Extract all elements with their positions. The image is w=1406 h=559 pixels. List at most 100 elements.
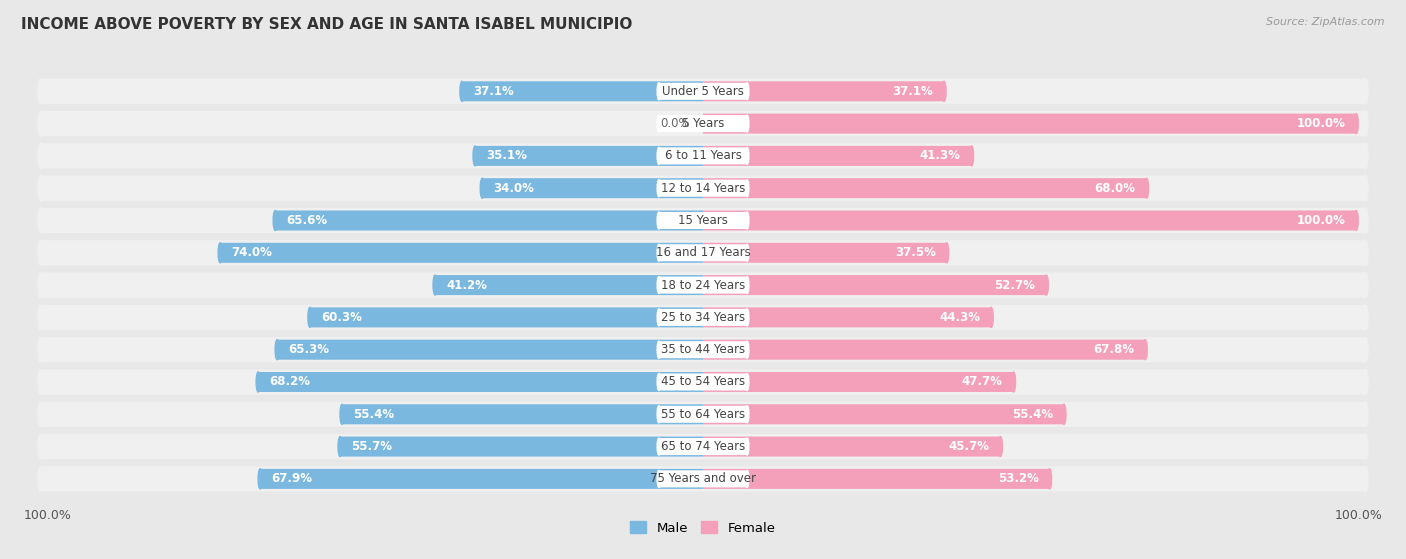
FancyBboxPatch shape (276, 211, 703, 230)
FancyBboxPatch shape (41, 79, 1365, 104)
Text: 44.3%: 44.3% (939, 311, 980, 324)
Text: 55 to 64 Years: 55 to 64 Years (661, 408, 745, 421)
Circle shape (657, 179, 661, 197)
Legend: Male, Female: Male, Female (626, 516, 780, 540)
FancyBboxPatch shape (703, 307, 991, 328)
Text: 65.6%: 65.6% (287, 214, 328, 227)
Circle shape (745, 277, 749, 293)
Circle shape (273, 211, 277, 230)
Text: 75 Years and over: 75 Years and over (650, 472, 756, 485)
Circle shape (998, 437, 1002, 457)
Circle shape (657, 115, 661, 132)
Circle shape (657, 148, 661, 164)
FancyBboxPatch shape (221, 243, 703, 263)
FancyBboxPatch shape (659, 179, 747, 197)
Circle shape (657, 341, 661, 358)
Circle shape (970, 146, 973, 166)
Circle shape (38, 143, 44, 168)
Circle shape (38, 434, 44, 459)
FancyBboxPatch shape (703, 81, 943, 101)
Text: 67.8%: 67.8% (1092, 343, 1135, 356)
FancyBboxPatch shape (703, 437, 1001, 457)
Text: INCOME ABOVE POVERTY BY SEX AND AGE IN SANTA ISABEL MUNICIPIO: INCOME ABOVE POVERTY BY SEX AND AGE IN S… (21, 17, 633, 32)
Circle shape (1362, 111, 1368, 136)
FancyBboxPatch shape (482, 178, 703, 198)
Circle shape (745, 212, 749, 229)
Text: 52.7%: 52.7% (994, 278, 1035, 292)
Circle shape (481, 178, 484, 198)
Text: 65.3%: 65.3% (288, 343, 329, 356)
Circle shape (657, 309, 661, 326)
Circle shape (1045, 275, 1049, 295)
FancyBboxPatch shape (463, 81, 703, 101)
FancyBboxPatch shape (659, 277, 747, 293)
Text: 34.0%: 34.0% (494, 182, 534, 195)
Circle shape (657, 83, 661, 100)
Circle shape (1362, 143, 1368, 168)
FancyBboxPatch shape (277, 340, 703, 359)
Circle shape (657, 470, 661, 487)
Circle shape (1354, 113, 1358, 134)
Circle shape (38, 208, 44, 233)
Circle shape (1362, 79, 1368, 104)
FancyBboxPatch shape (259, 372, 703, 392)
Text: 67.9%: 67.9% (271, 472, 312, 485)
FancyBboxPatch shape (659, 244, 747, 261)
Circle shape (256, 372, 260, 392)
Text: 0.0%: 0.0% (661, 117, 690, 130)
FancyBboxPatch shape (703, 372, 1014, 392)
Circle shape (218, 243, 222, 263)
Text: 45.7%: 45.7% (948, 440, 990, 453)
Circle shape (1362, 176, 1368, 201)
Circle shape (657, 373, 661, 391)
Text: 68.0%: 68.0% (1094, 182, 1136, 195)
Text: 53.2%: 53.2% (998, 472, 1039, 485)
FancyBboxPatch shape (309, 307, 703, 328)
Text: 37.1%: 37.1% (893, 85, 934, 98)
Text: 35.1%: 35.1% (486, 149, 527, 163)
FancyBboxPatch shape (703, 340, 1146, 359)
FancyBboxPatch shape (703, 275, 1046, 295)
Circle shape (745, 341, 749, 358)
Text: 55.7%: 55.7% (352, 440, 392, 453)
Circle shape (745, 470, 749, 487)
Text: 15 Years: 15 Years (678, 214, 728, 227)
FancyBboxPatch shape (41, 240, 1365, 266)
Circle shape (657, 244, 661, 261)
Circle shape (1362, 305, 1368, 330)
Circle shape (38, 402, 44, 427)
FancyBboxPatch shape (41, 369, 1365, 395)
Text: 45 to 54 Years: 45 to 54 Years (661, 376, 745, 389)
FancyBboxPatch shape (703, 211, 1357, 230)
Circle shape (472, 146, 477, 166)
FancyBboxPatch shape (342, 404, 703, 424)
Circle shape (38, 337, 44, 362)
Text: 35 to 44 Years: 35 to 44 Years (661, 343, 745, 356)
Circle shape (340, 404, 344, 424)
Text: 6 to 11 Years: 6 to 11 Years (665, 149, 741, 163)
Circle shape (1011, 372, 1015, 392)
Text: 18 to 24 Years: 18 to 24 Years (661, 278, 745, 292)
FancyBboxPatch shape (340, 437, 703, 457)
Circle shape (1362, 402, 1368, 427)
Circle shape (38, 79, 44, 104)
Text: 5 Years: 5 Years (682, 117, 724, 130)
FancyBboxPatch shape (659, 406, 747, 423)
Circle shape (308, 307, 312, 328)
Text: 55.4%: 55.4% (1012, 408, 1053, 421)
Text: 55.4%: 55.4% (353, 408, 394, 421)
Circle shape (337, 437, 342, 457)
FancyBboxPatch shape (659, 83, 747, 100)
Circle shape (657, 212, 661, 229)
Text: 41.3%: 41.3% (920, 149, 960, 163)
Text: 37.5%: 37.5% (894, 247, 935, 259)
FancyBboxPatch shape (659, 341, 747, 358)
Circle shape (745, 438, 749, 455)
FancyBboxPatch shape (659, 373, 747, 391)
FancyBboxPatch shape (41, 111, 1365, 136)
FancyBboxPatch shape (434, 275, 703, 295)
Circle shape (38, 240, 44, 266)
Text: Source: ZipAtlas.com: Source: ZipAtlas.com (1267, 17, 1385, 27)
FancyBboxPatch shape (260, 469, 703, 489)
Circle shape (990, 307, 993, 328)
